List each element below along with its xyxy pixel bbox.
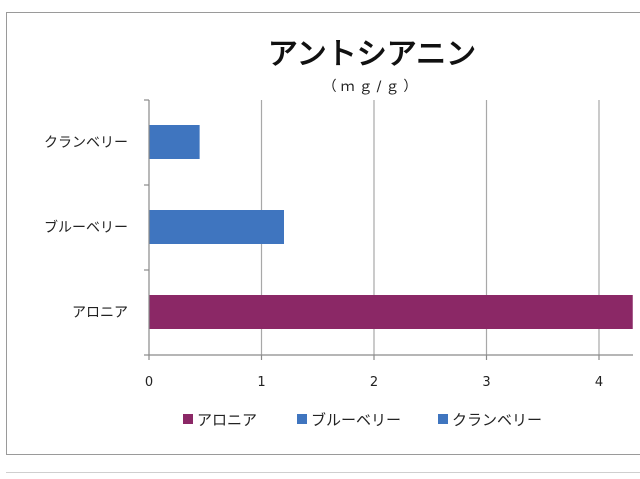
x-tick-labels: 0 1 2 3 4 (145, 375, 603, 390)
category-label: クランベリー (44, 135, 128, 151)
category-label: ブルーベリー (44, 219, 128, 236)
chart-subtitle: （ｍｇ/ｇ） (323, 79, 422, 95)
legend-label: ブルーベリー (311, 411, 401, 429)
chart-title: アントシアニン (268, 37, 476, 72)
x-tick-label: 4 (595, 375, 603, 390)
x-tick-label: 0 (145, 375, 153, 390)
legend-swatch (183, 414, 193, 424)
legend-swatch (438, 414, 448, 424)
axes (144, 99, 633, 360)
bar-2 (149, 125, 200, 159)
chart-frame (6, 12, 640, 455)
x-tick-label: 2 (370, 375, 378, 390)
x-tick-label: 1 (257, 375, 265, 390)
bar-1 (149, 210, 284, 244)
x-tick-label: 3 (482, 375, 490, 390)
divider (6, 472, 640, 473)
legend: アロニア ブルーベリー クランベリー (183, 411, 542, 429)
category-label: アロニア (72, 305, 128, 321)
legend-label: アロニア (197, 411, 257, 429)
legend-swatch (297, 414, 307, 424)
bars (149, 125, 633, 329)
bar-0 (149, 295, 633, 329)
legend-label: クランベリー (452, 411, 542, 429)
